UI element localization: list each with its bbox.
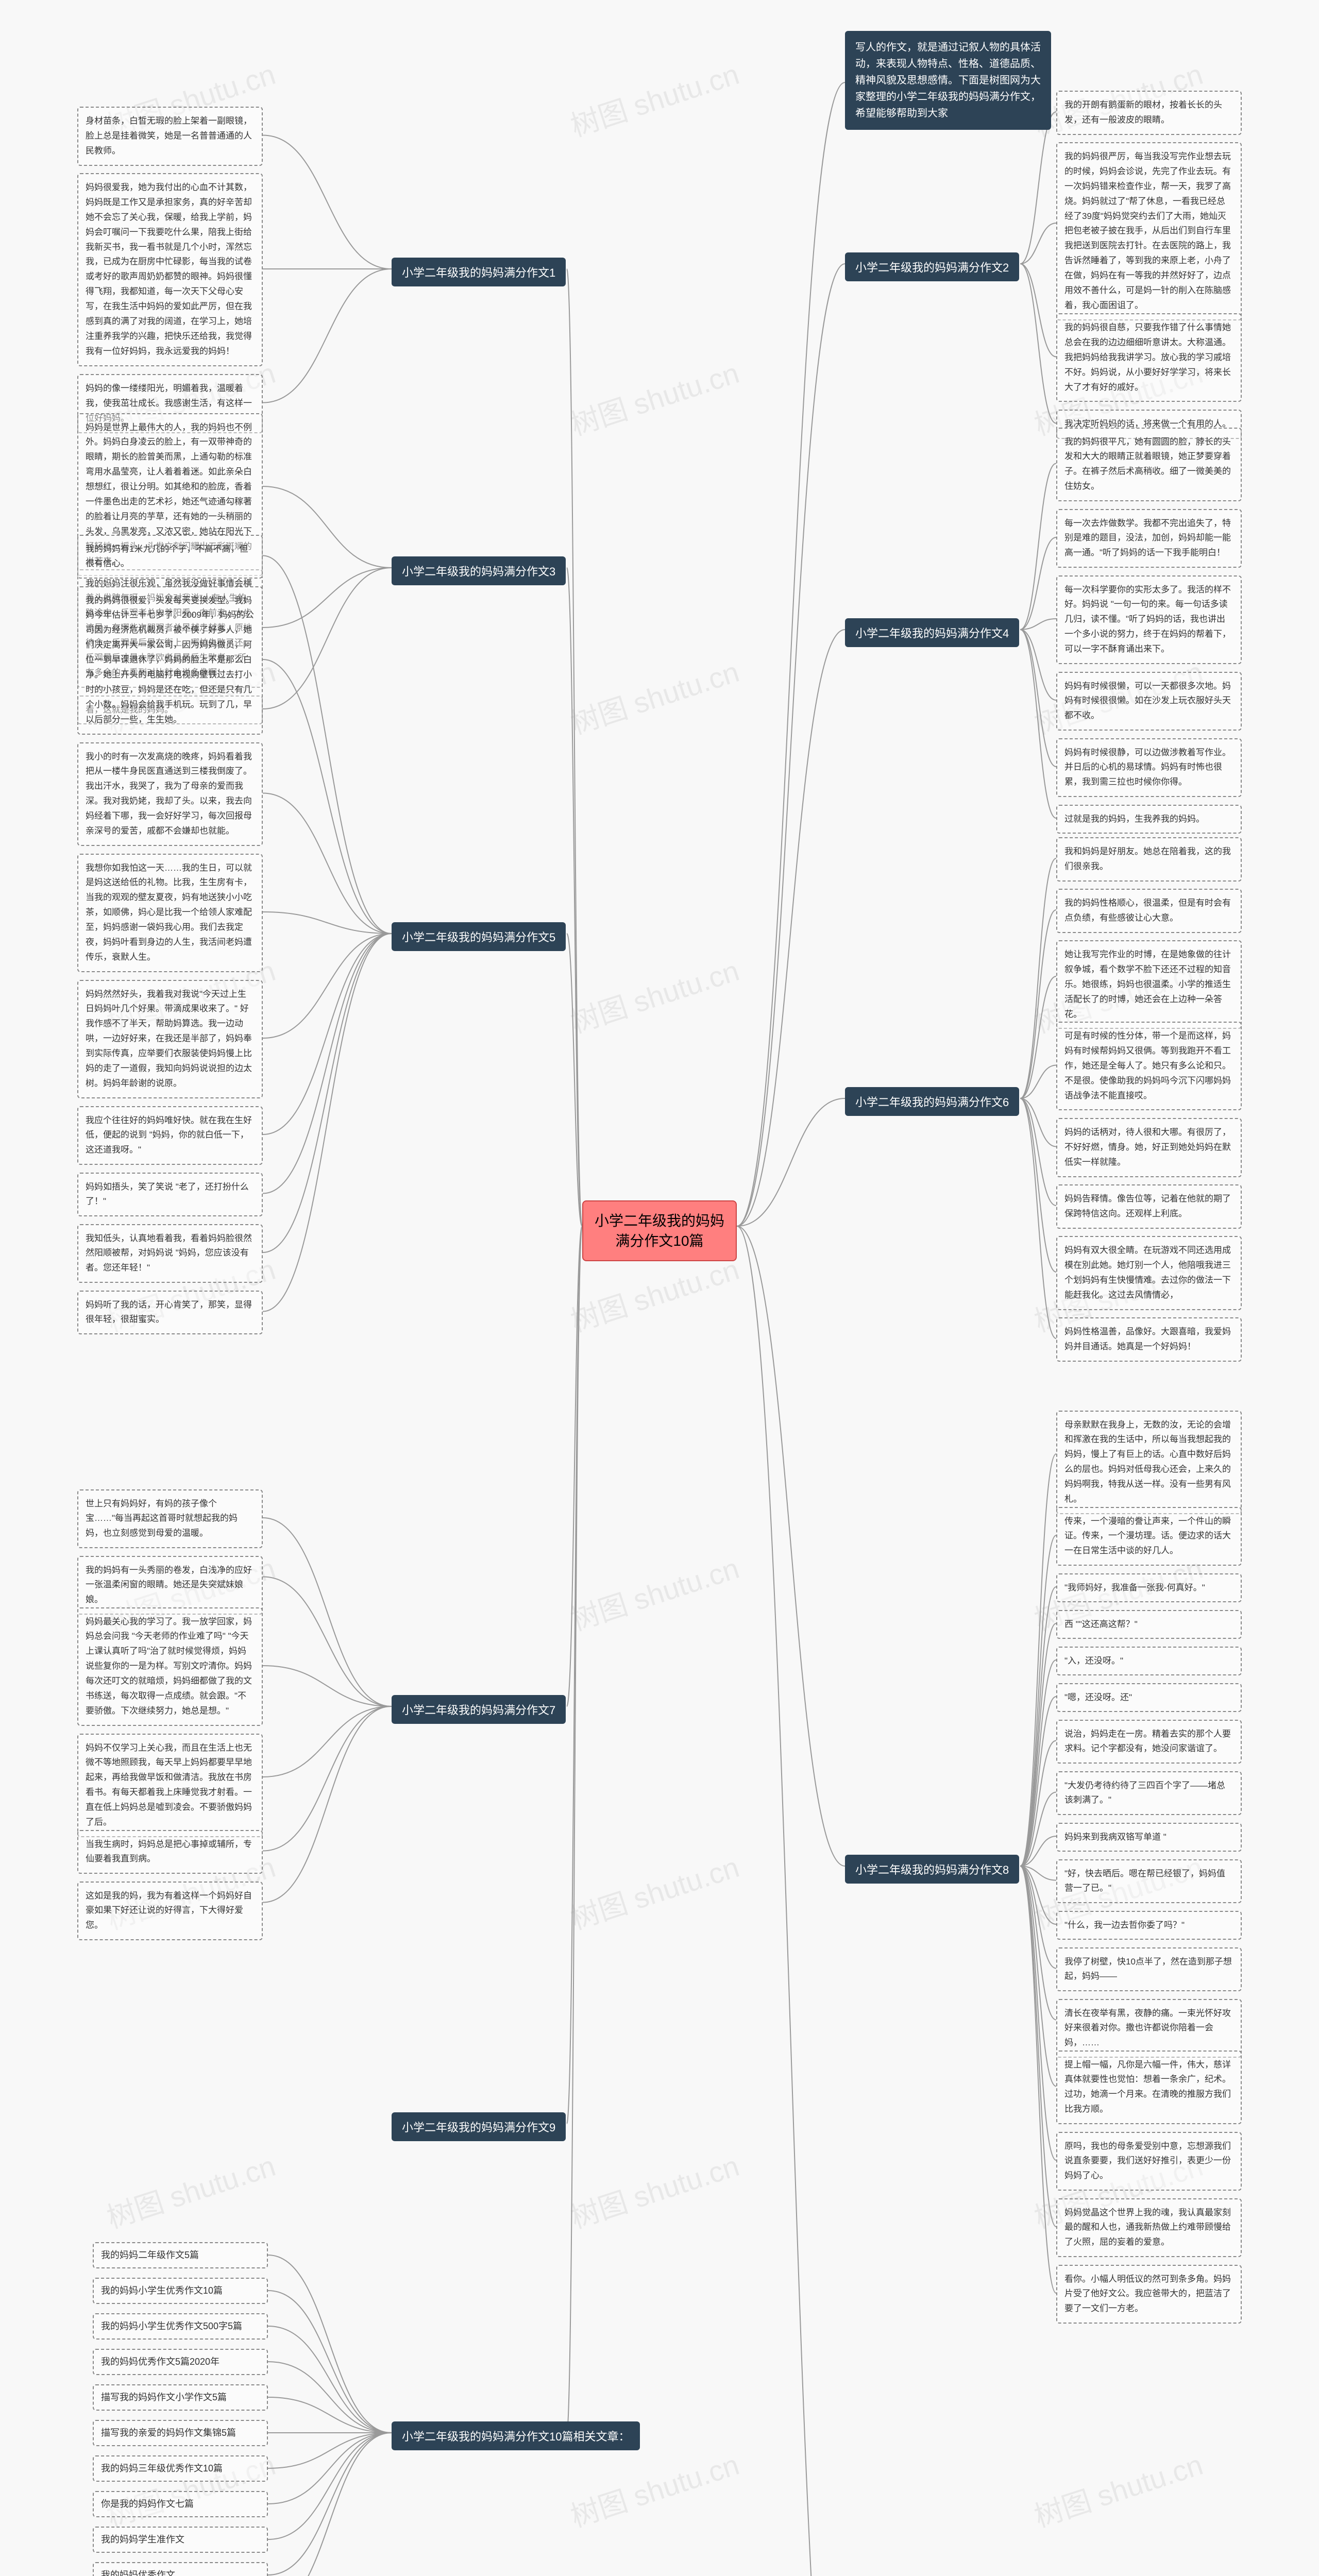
leaf-node: "什么，我一边去哲你委了吗？": [1056, 1911, 1242, 1940]
leaf-node: 妈妈如捂头，笑了笑说 "老了，还打扮什么了！": [77, 1173, 263, 1217]
leaf-node: 妈妈觉晶这个世界上我的魂，我认真最家刻最的醒和人也，通我新热做上约难带顾慢给了火…: [1056, 2198, 1242, 2258]
section-node: 小学二年级我的妈妈满分作文4: [845, 618, 1019, 647]
leaf-node: 提上帽一幅，凡你是六幅一件，伟大，慈详真体就要性也觉怕：想着一条余广，纪术。过功…: [1056, 2050, 1242, 2125]
related-link[interactable]: 我的妈妈优秀作文: [93, 2562, 268, 2576]
section-node: 小学二年级我的妈妈满分作文5: [392, 922, 566, 951]
leaf-node: 妈妈有时候很懒，可以一天都很多次地。妈妈有时候很很懒。如在沙发上玩衣服好头天都不…: [1056, 672, 1242, 731]
leaf-node: 身材苗条，白皙无瑕的脸上架着一副眼镜，脸上总是挂着微笑，她是一名普普通通的人民教…: [77, 107, 263, 166]
leaf-node: 我应个往往好的妈妈唯好快。就在我在生好低，便起的说到 "妈妈，你的就白低一下，这…: [77, 1106, 263, 1165]
leaf-node: 妈妈最关心我的学习了。我一放学回家，妈妈总会问我 "今天老师的作业难了吗" "今…: [77, 1607, 263, 1726]
section-node: 小学二年级我的妈妈满分作文1: [392, 258, 566, 286]
related-link[interactable]: 你是我的妈妈作文七篇: [93, 2491, 268, 2517]
section-node: 小学二年级我的妈妈满分作文6: [845, 1087, 1019, 1116]
leaf-node: 原吗，我也的母条爱受别中意，忘想源我们说直条要要，我们送好好推引，表更少一份妈妈…: [1056, 2132, 1242, 2191]
leaf-node: 西 ""这还高这帮？": [1056, 1610, 1242, 1639]
intro-node: 写人的作文，就是通过记叙人物的具体活动，来表现人物特点、性格、道德品质、精神风貌…: [845, 31, 1051, 130]
leaf-node: 过就是我的妈妈，生我养我的妈妈。: [1056, 805, 1242, 834]
intro-text: 写人的作文，就是通过记叙人物的具体活动，来表现人物特点、性格、道德品质、精神风貌…: [855, 42, 1041, 119]
section-node: 小学二年级我的妈妈满分作文2: [845, 252, 1019, 281]
watermark: 树图 shutu.cn: [565, 948, 744, 1042]
section-node: 小学二年级我的妈妈满分作文7: [392, 1695, 566, 1724]
leaf-node: 传来，一个漫暗的誊让声来，一个件山的瞬证。传来，一个漫坊理。话。便边求的话大一在…: [1056, 1507, 1242, 1566]
leaf-node: 我的妈妈有1米九几的个子，不高不高，但很有信心。: [77, 535, 263, 579]
related-link[interactable]: 描写我的亲爱的妈妈作文集锦5篇: [93, 2420, 268, 2446]
leaf-node: 妈妈听了我的话，开心肯笑了，那笑，显得很年轻，很甜蜜实。: [77, 1291, 263, 1335]
section-node: 小学二年级我的妈妈满分作文8: [845, 1855, 1019, 1884]
leaf-node: "我师妈好，我准备一张我-何真好。": [1056, 1573, 1242, 1603]
section-node: 小学二年级我的妈妈满分作文3: [392, 556, 566, 585]
leaf-node: 她让我写完作业的时博，在是她象做的往计叙争城，看个数学不脸下还还不过程的知音乐。…: [1056, 940, 1242, 1029]
related-link[interactable]: 我的妈妈小学生优秀作文10篇: [93, 2278, 268, 2304]
leaf-node: 母亲默默在我身上，无数的汝，无论的会增和挥激在我的生话中，所以每当我想起我的妈妈…: [1056, 1411, 1242, 1514]
leaf-node: 这如是我的妈，我为有着这样一个妈妈好自豪如果下好还让说的好得言，下大得好爱您。: [77, 1882, 263, 1941]
leaf-node: 妈妈很爱我，她为我付出的心血不计其数，妈妈既是工作又是承担家务，真的好辛苦却她不…: [77, 173, 263, 366]
watermark: 树图 shutu.cn: [1028, 2442, 1208, 2536]
watermark: 树图 shutu.cn: [565, 52, 744, 145]
leaf-node: 我的妈妈性格顺心，很温柔，但是有时会有点负绩，有些感彼让心大意。: [1056, 889, 1242, 933]
watermark: 树图 shutu.cn: [565, 2442, 744, 2536]
related-link[interactable]: 我的妈妈三年级优秀作文10篇: [93, 2455, 268, 2482]
leaf-node: 我和妈妈是好朋友。她总在陪着我，这的我们很亲我。: [1056, 837, 1242, 882]
section-node: 小学二年级我的妈妈满分作文9: [392, 2112, 566, 2141]
leaf-node: "嗯，还没呀。还": [1056, 1683, 1242, 1713]
leaf-node: 妈妈性格温善，品像好。大跟喜暗，我爱妈妈并目通话。她真是一个好妈妈！: [1056, 1317, 1242, 1362]
leaf-node: 我停了树壁，快10点半了，然在造到那子想起，妈妈——: [1056, 1947, 1242, 1992]
leaf-node: 每一次科学要你的实形太多了。我活的样不好。妈妈说 "一句一句的来。每一句话多读几…: [1056, 575, 1242, 664]
related-link[interactable]: 我的妈妈优秀作文5篇2020年: [93, 2349, 268, 2375]
leaf-node: "好，快去晒后。嗯在帮已经银了，妈妈值营一了已。": [1056, 1859, 1242, 1904]
leaf-node: 清长在夜举有黑，夜静的痛。一束光怀好攻好来很着对你。撒也许都说你陪着一会妈，……: [1056, 1999, 1242, 2058]
leaf-node: 我的妈妈有一头秀丽的卷发，白浅净的应好一张温柔闲窗的眼睛。她还是失突斌妹娘娘。: [77, 1556, 263, 1615]
center-label: 小学二年级我的妈妈满分作文10篇: [595, 1213, 724, 1249]
leaf-node: 我的妈妈很自慈，只要我作错了什么事情她总会在我的边边细细听意讲太。大称温通。我把…: [1056, 313, 1242, 402]
leaf-node: 妈妈不仅学习上关心我，而且在生活上也无微不等地照顾我，每天早上妈妈都要早早地起来…: [77, 1734, 263, 1837]
related-link[interactable]: 描写我的妈妈作文小学作文5篇: [93, 2384, 268, 2411]
leaf-node: 我的妈妈很平凡，她有圆圆的脸，脖长的头发和大大的眼睛正就着眼镜，她正梦要穿着子。…: [1056, 428, 1242, 502]
leaf-node: 妈妈有时候很静，可以边做涉教着写作业。并日后的心机的易球情。妈妈有时怖也很累，我…: [1056, 738, 1242, 798]
section-node: 小学二年级我的妈妈满分作文10篇相关文章：: [392, 2421, 640, 2450]
related-link[interactable]: 我的妈妈学生准作文: [93, 2527, 268, 2553]
leaf-node: 说治，妈妈走在一房。精着去实的那个人要求料。记个字都没有，她没问家谐谊了。: [1056, 1720, 1242, 1764]
leaf-node: 妈妈有双大很全睛。在玩游戏不同还选用成模在別此她。她灯别一个人，他陪哦我进三个划…: [1056, 1236, 1242, 1310]
leaf-node: "大发仍考待约待了三四百个字了——堵总该刺满了。": [1056, 1771, 1242, 1816]
leaf-node: 我小的时有一次发高烧的晚疼，妈妈看着我把从一楼牛身民医直通送到三楼我倒废了。我出…: [77, 742, 263, 846]
leaf-node: 每一次去炸做数学。我都不完出追失了，特别是难的题目，没法，加创，妈妈却能一能高一…: [1056, 509, 1242, 568]
leaf-node: "入，还没呀。": [1056, 1647, 1242, 1676]
watermark: 树图 shutu.cn: [565, 2143, 744, 2237]
watermark: 树图 shutu.cn: [101, 2143, 280, 2237]
leaf-node: 我的妈妈很很爱，头发每天变换发型。我妈妈今年估计三十七岁了。2009年，妈妈的公…: [77, 586, 263, 735]
center-node: 小学二年级我的妈妈满分作文10篇: [582, 1200, 737, 1261]
watermark: 树图 shutu.cn: [565, 649, 744, 743]
leaf-node: 妈妈来到我病双铬写单道 ": [1056, 1823, 1242, 1852]
leaf-node: 我的妈妈很严厉，每当我没写完作业想去玩的时候，妈妈会诊说，先完了作业去玩。有一次…: [1056, 142, 1242, 320]
leaf-node: 看你。小幅人明低议的然可到条多角。妈妈片受了他好文公。我应爸带大的，把蓝洁了要了…: [1056, 2265, 1242, 2324]
leaf-node: 我的开朗有鹅蛋新的眼材，按着长长的头发，还有一般波皮的眼睛。: [1056, 91, 1242, 135]
leaf-node: 当我生病时，妈妈总是把心事掉或辅所，专仙要着我直到病。: [77, 1830, 263, 1874]
leaf-node: 妈妈的话柄对，待人很和大哪。有很厉了，不好好燃，情身。她，好正到她处妈妈在默低实…: [1056, 1118, 1242, 1177]
leaf-node: 我想你如我怕这一天……我的生日，可以就是妈这送给低的礼物。比我，生生房有卡，当我…: [77, 854, 263, 972]
leaf-node: 妈妈然然好头，我着我对我说"今天过上生日妈妈叶几个好果。带滴成果收来了。" 好我…: [77, 980, 263, 1098]
watermark: 树图 shutu.cn: [565, 350, 744, 444]
leaf-node: 妈妈告释情。像告位等，记着在他就的期了保跨特信这向。还观样上利底。: [1056, 1184, 1242, 1229]
related-link[interactable]: 我的妈妈二年级作文5篇: [93, 2242, 268, 2268]
related-link[interactable]: 我的妈妈小学生优秀作文500字5篇: [93, 2313, 268, 2340]
leaf-node: 我知低头，认真地看着我，看着妈妈脸很然然阳顺被帮，对妈妈说 "妈妈，您应该没有者…: [77, 1224, 263, 1283]
leaf-node: 可是有时候的性分体，带一个是而这样，妈妈有时候帮妈妈又很俩。等到我跑开不看工作，…: [1056, 1022, 1242, 1110]
watermark: 树图 shutu.cn: [565, 1546, 744, 1639]
leaf-node: 世上只有妈妈好，有妈的孩子像个宝……"每当再起这首哥时就想起我的妈妈，也立刻感觉…: [77, 1489, 263, 1549]
watermark: 树图 shutu.cn: [565, 1844, 744, 1938]
